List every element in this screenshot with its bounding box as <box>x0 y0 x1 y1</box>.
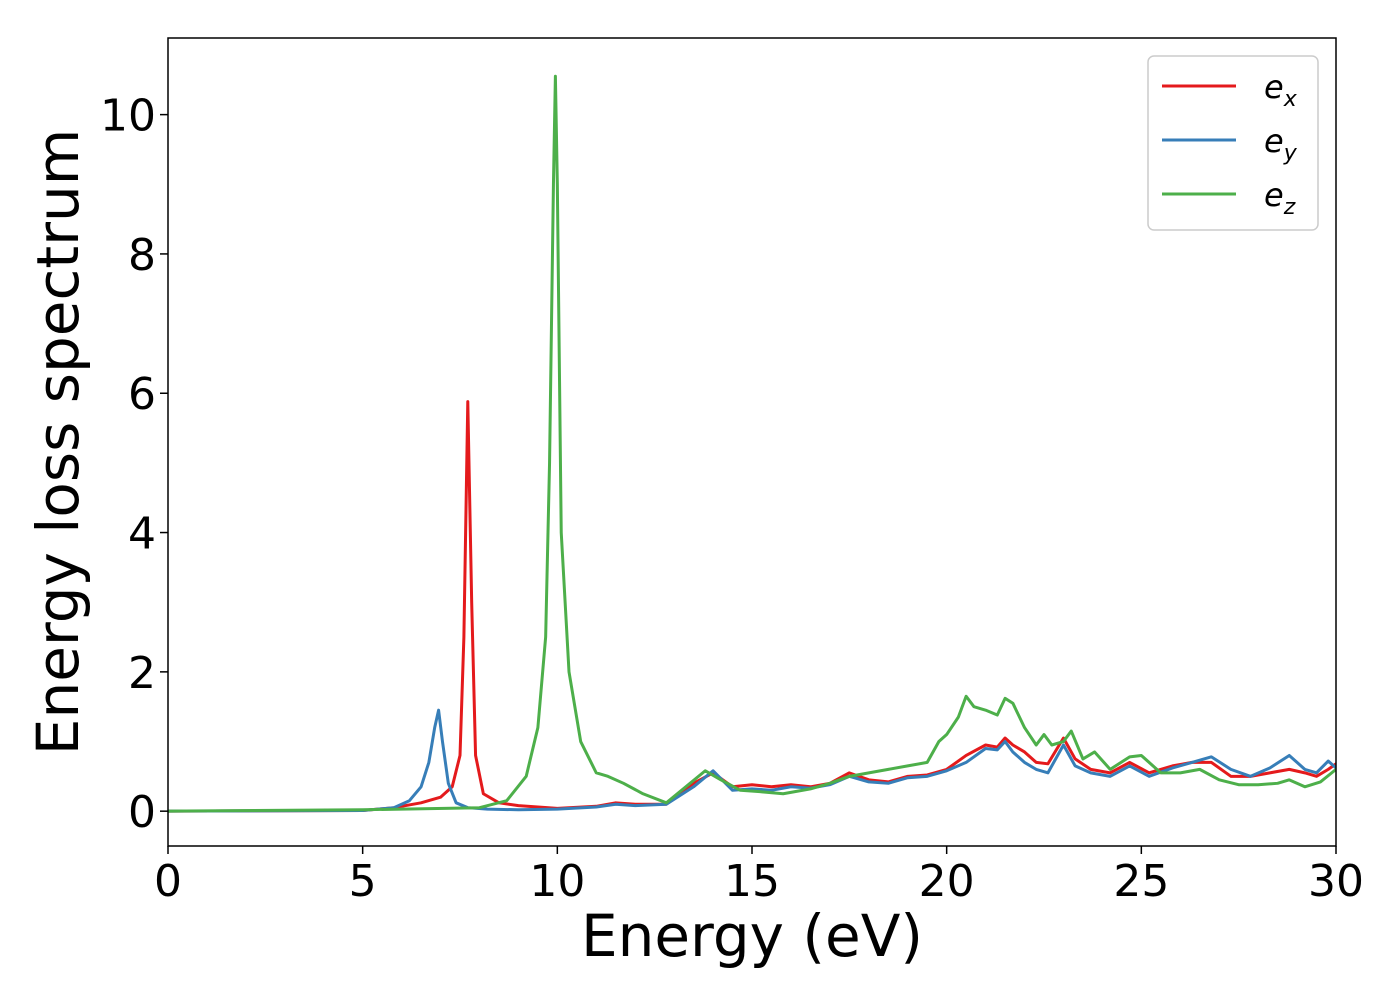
series-layer <box>168 74 1336 813</box>
series-line-e-y <box>168 708 1336 813</box>
y-tick-label: 8 <box>128 230 156 281</box>
y-tick-label: 4 <box>128 509 156 560</box>
x-axis-label: Energy (eV) <box>581 902 923 970</box>
series-line-e-z <box>168 74 1336 813</box>
x-tick-label: 30 <box>1308 856 1364 907</box>
legend-label-subscript: z <box>1283 195 1296 220</box>
legend-label-e-z: ez <box>1264 176 1296 220</box>
legend-label-e-y: ey <box>1264 122 1298 166</box>
y-tick-label: 6 <box>128 369 156 420</box>
x-axis: 0 5 10 15 20 25 30 <box>154 846 1364 907</box>
y-axis: 0 2 4 6 8 10 <box>100 91 168 838</box>
x-tick-label: 0 <box>154 856 182 907</box>
legend-label-base: e <box>1264 68 1284 106</box>
y-axis-label: Energy loss spectrum <box>24 129 92 755</box>
legend-label-e-x: ex <box>1264 68 1298 112</box>
x-tick-label: 20 <box>919 856 975 907</box>
x-tick-label: 10 <box>529 856 585 907</box>
y-tick-label: 2 <box>128 648 156 699</box>
legend-label-subscript: y <box>1283 141 1298 166</box>
legend-label-base: e <box>1264 176 1284 214</box>
legend-label-subscript: x <box>1283 87 1298 112</box>
y-tick-label: 10 <box>100 91 156 142</box>
x-tick-label: 15 <box>724 856 780 907</box>
legend-box <box>1147 55 1319 231</box>
x-tick-label: 5 <box>349 856 377 907</box>
y-tick-label: 0 <box>128 787 156 838</box>
x-tick-label: 25 <box>1113 856 1169 907</box>
legend-label-base: e <box>1264 122 1284 160</box>
